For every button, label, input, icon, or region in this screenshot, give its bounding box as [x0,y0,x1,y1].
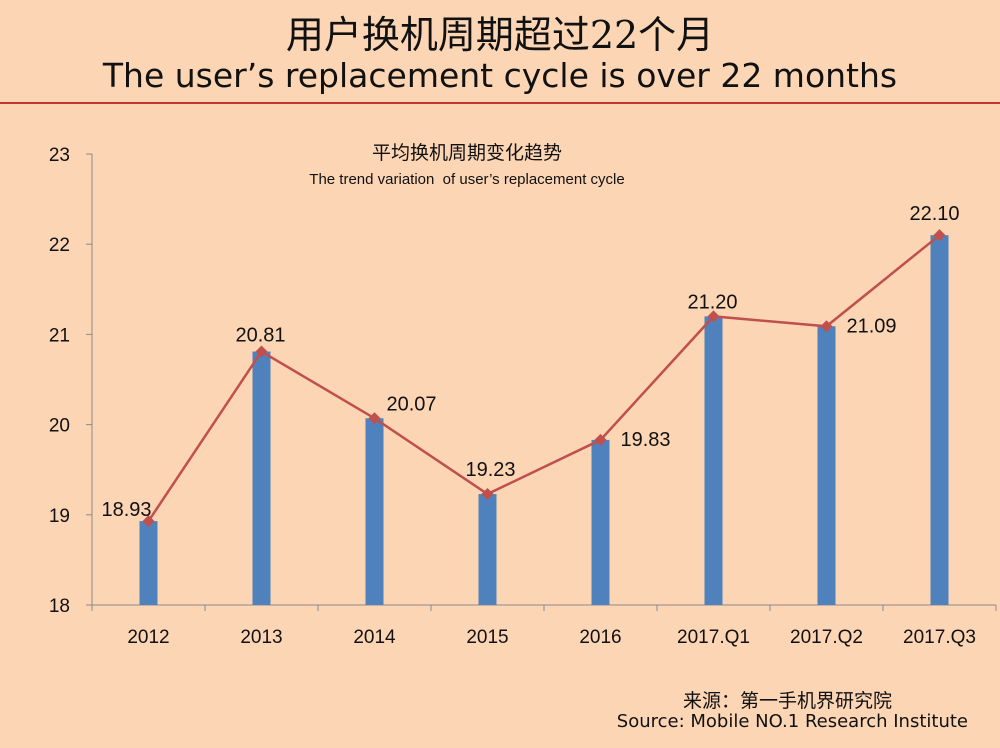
data-label: 20.07 [386,393,436,415]
data-label: 21.09 [846,315,896,337]
y-tick-label: 22 [49,235,70,256]
bar [139,521,158,605]
bar [930,235,949,605]
page-title-en: The user’s replacement cycle is over 22 … [102,56,898,95]
trend-marker [594,433,607,446]
chart-subtitle: The trend variation of user’s replacemen… [309,171,624,188]
data-label: 18.93 [101,499,151,521]
x-tick-label: 2015 [466,627,508,648]
title-divider [0,102,1000,104]
data-label: 19.83 [620,429,670,451]
x-tick-label: 2012 [127,627,169,648]
chart-title: 平均换机周期变化趋势 [372,142,562,164]
y-tick-label: 20 [49,416,70,437]
data-label: 22.10 [909,203,959,225]
trend-marker [368,412,381,425]
x-tick-label: 2017.Q2 [790,627,863,648]
data-label: 19.23 [465,459,515,481]
source-en: Source: Mobile NO.1 Research Institute [616,711,968,732]
bar [365,418,384,605]
trend-marker [820,320,833,333]
x-tick-label: 2017.Q3 [903,627,976,648]
bar [704,316,723,605]
bar [252,351,271,605]
y-tick-label: 19 [49,506,70,527]
trend-marker [255,345,268,358]
source-cn: 来源：第一手机界研究院 [682,690,892,712]
trend-marker [481,488,494,501]
bar [591,439,610,605]
x-tick-label: 2017.Q1 [677,627,750,648]
x-tick-label: 2014 [353,627,396,648]
y-tick-label: 23 [49,145,70,166]
data-label: 21.20 [687,291,737,313]
trend-marker [933,229,946,242]
y-tick-label: 18 [49,596,70,617]
trend-line [147,234,941,522]
x-tick-label: 2016 [579,627,621,648]
bar [817,326,836,605]
trend-marker [142,515,155,528]
data-label: 20.81 [235,325,285,347]
bar [478,494,497,605]
x-tick-label: 2013 [240,627,282,648]
trend-marker [707,310,720,323]
y-tick-label: 21 [49,325,70,346]
page-title-cn: 用户换机周期超过22个月 [285,13,715,57]
